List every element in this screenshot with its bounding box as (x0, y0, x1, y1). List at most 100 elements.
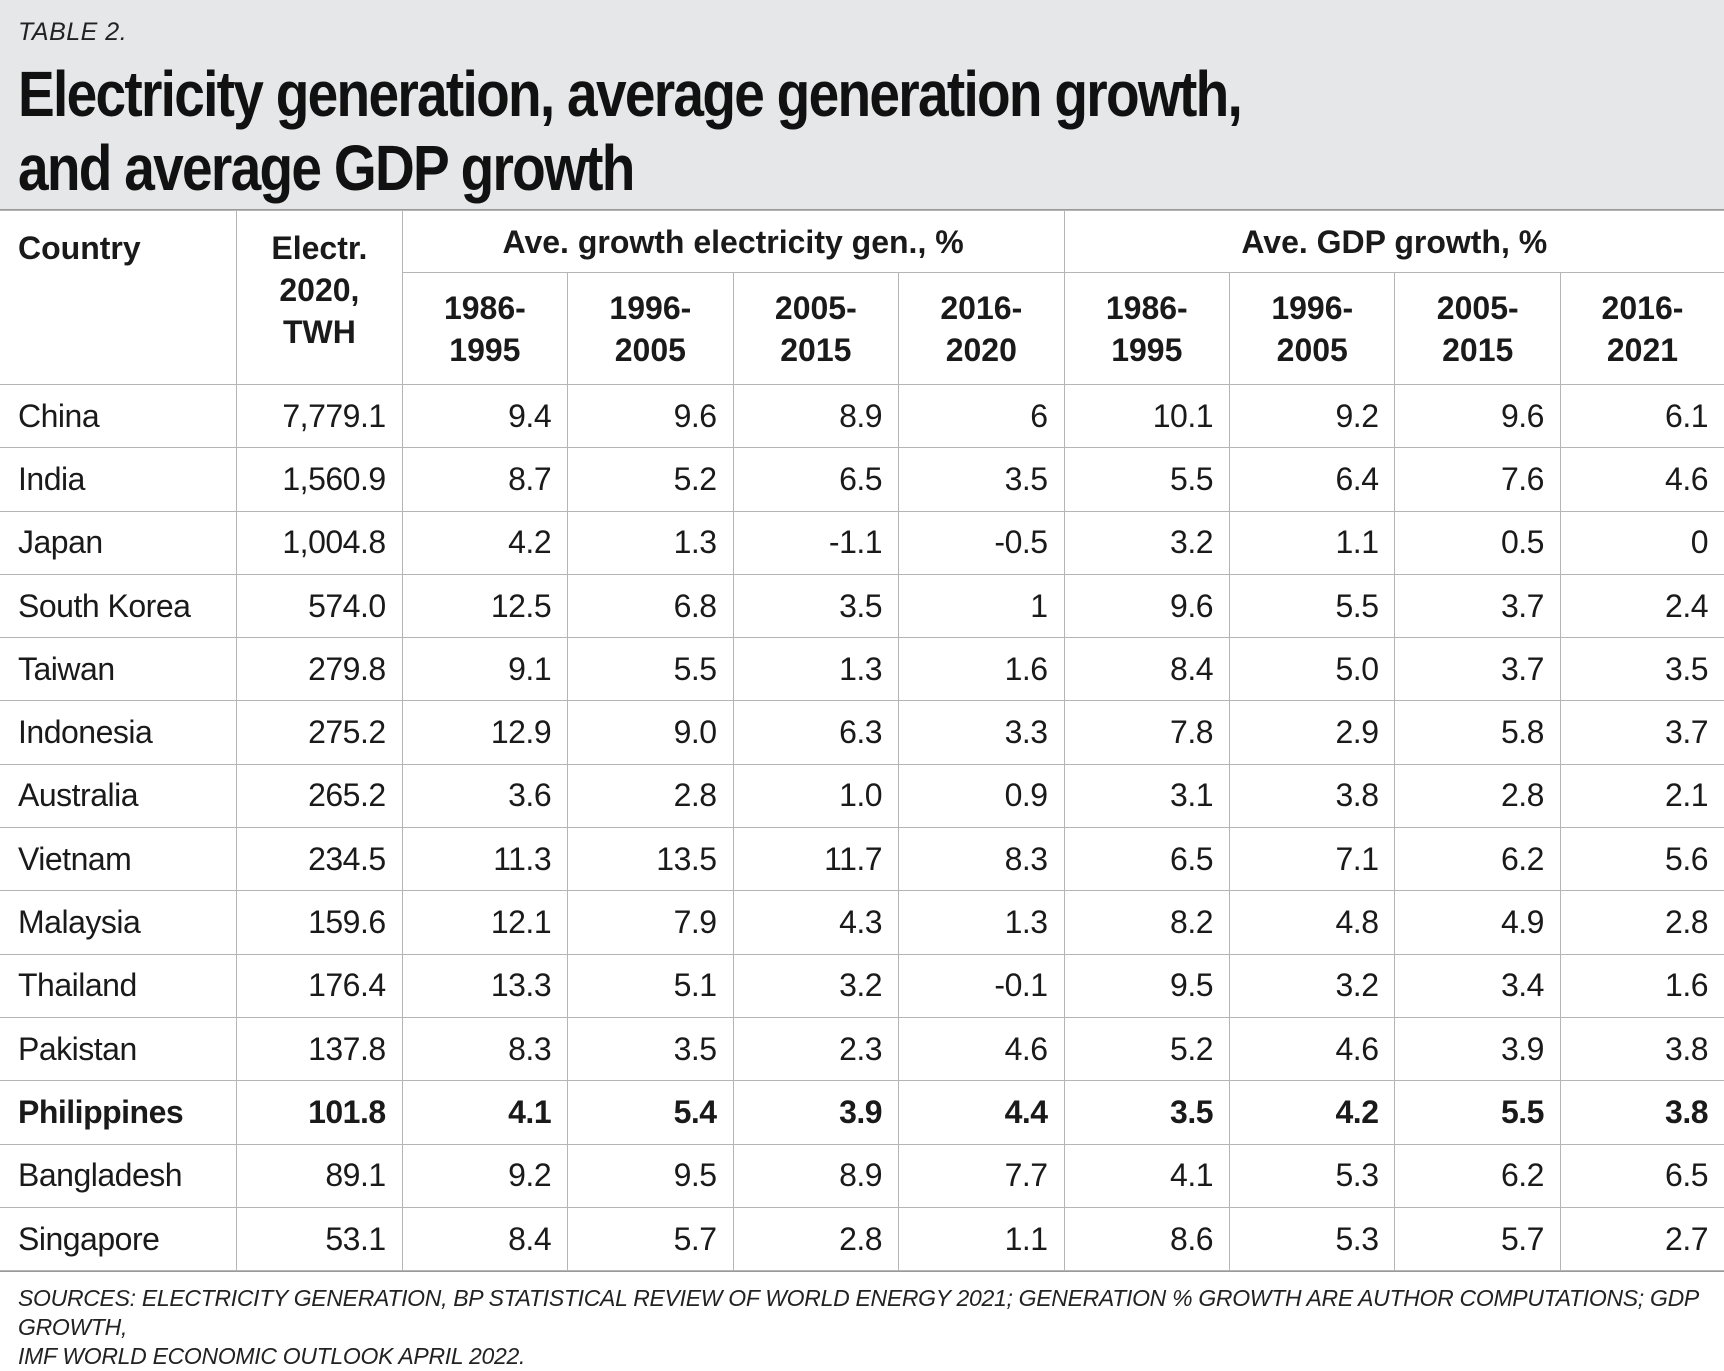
elec-growth-cell: 4.2 (401, 510, 569, 575)
elec-growth-cell: 2.3 (732, 1016, 900, 1082)
country-cell: Bangladesh (0, 1143, 238, 1208)
gdp-growth-cell: 4.6 (1559, 447, 1724, 512)
period-end: 2005 (1276, 331, 1348, 368)
gdp-growth-cell: 3.4 (1394, 953, 1561, 1018)
group-header-gdp-growth: Ave. GDP growth, % (1063, 210, 1724, 273)
elec-growth-cell: 1.3 (898, 890, 1065, 955)
column-header-gdp-period: 2016- 2021 (1559, 272, 1724, 385)
elec-growth-cell: 9.2 (401, 1143, 569, 1208)
electr-cell: 279.8 (236, 637, 403, 702)
column-header-electr-line-2: 2020, (279, 272, 360, 308)
period-end: 1995 (449, 331, 521, 368)
gdp-growth-cell: 2.7 (1559, 1206, 1724, 1272)
period-end: 2015 (780, 331, 852, 368)
table-row: Thailand 176.4 13.3 5.1 3.2 -0.1 9.5 3.2 3.4 1.6 (0, 953, 1724, 1018)
group-header-electricity-growth: Ave. growth electricity gen., % (401, 210, 1065, 273)
table-body: China 7,779.1 9.4 9.6 8.9 6 10.1 9.2 9.6 6.1 India… (0, 383, 1724, 1272)
elec-growth-cell: 12.5 (401, 573, 569, 639)
gdp-growth-cell: 3.7 (1394, 573, 1561, 639)
country-cell: Pakistan (0, 1016, 238, 1082)
period-start: 1986- (443, 289, 526, 326)
elec-growth-cell: 9.5 (567, 1143, 734, 1208)
gdp-growth-cell: 6.5 (1063, 827, 1231, 892)
gdp-growth-cell: 5.8 (1394, 700, 1561, 765)
gdp-growth-cell: 2.9 (1229, 700, 1396, 765)
period-start: 1996- (1271, 289, 1354, 326)
elec-growth-cell: 5.5 (567, 637, 734, 702)
elec-growth-cell: 8.9 (732, 383, 900, 449)
gdp-growth-cell: 5.3 (1229, 1143, 1396, 1208)
gdp-growth-cell: 3.1 (1063, 763, 1231, 829)
column-header-electr-line-3: TWH (282, 314, 356, 350)
elec-growth-cell: 9.6 (567, 383, 734, 449)
electr-cell: 7,779.1 (236, 383, 403, 449)
country-cell: India (0, 447, 238, 512)
gdp-growth-cell: 3.7 (1394, 637, 1561, 702)
gdp-growth-cell: 6.4 (1229, 447, 1396, 512)
elec-growth-cell: 13.3 (401, 953, 569, 1018)
elec-growth-cell: 6.8 (567, 573, 734, 639)
gdp-growth-cell: 10.1 (1063, 383, 1231, 449)
elec-growth-cell: -0.1 (898, 953, 1065, 1018)
electr-cell: 275.2 (236, 700, 403, 765)
gdp-growth-cell: 9.6 (1063, 573, 1231, 639)
column-header-elec-period: 1996- 2005 (567, 272, 734, 385)
electr-cell: 159.6 (236, 890, 403, 955)
gdp-growth-cell: 6.2 (1394, 1143, 1561, 1208)
table-row: Japan 1,004.8 4.2 1.3 -1.1 -0.5 3.2 1.1 0.5 0 (0, 510, 1724, 575)
elec-growth-cell: 1.3 (732, 637, 900, 702)
gdp-growth-cell: 5.5 (1063, 447, 1231, 512)
column-header-gdp-period: 1986- 1995 (1063, 272, 1231, 385)
gdp-growth-cell: 7.1 (1229, 827, 1396, 892)
elec-growth-cell: 1.1 (898, 1206, 1065, 1272)
elec-growth-cell: 11.3 (401, 827, 569, 892)
period-end: 1995 (1111, 331, 1183, 368)
country-cell: China (0, 383, 238, 449)
table-row: Vietnam 234.5 11.3 13.5 11.7 8.3 6.5 7.1 6.2 5.6 (0, 827, 1724, 892)
table-row: Taiwan 279.8 9.1 5.5 1.3 1.6 8.4 5.0 3.7 3.5 (0, 637, 1724, 702)
gdp-growth-cell: 0.5 (1394, 510, 1561, 575)
column-header-elec-period: 2005- 2015 (732, 272, 900, 385)
electr-cell: 1,560.9 (236, 447, 403, 512)
table-row: Philippines 101.8 4.1 5.4 3.9 4.4 3.5 4.2 5.5 3.8 (0, 1080, 1724, 1145)
period-start: 1986- (1105, 289, 1188, 326)
table-row: Bangladesh 89.1 9.2 9.5 8.9 7.7 4.1 5.3 6.2 6.5 (0, 1143, 1724, 1208)
table-row: China 7,779.1 9.4 9.6 8.9 6 10.1 9.2 9.6 6.1 (0, 383, 1724, 449)
elec-growth-cell: 4.1 (401, 1080, 569, 1145)
title-block: TABLE 2. Electricity generation, average… (0, 0, 1724, 210)
elec-growth-cell: 8.7 (401, 447, 569, 512)
gdp-growth-cell: 3.7 (1559, 700, 1724, 765)
elec-growth-cell: 3.3 (898, 700, 1065, 765)
gdp-growth-cell: 4.1 (1063, 1143, 1231, 1208)
elec-growth-cell: 5.4 (567, 1080, 734, 1145)
gdp-growth-cell: 3.5 (1559, 637, 1724, 702)
gdp-growth-cell: 5.6 (1559, 827, 1724, 892)
header-row-periods: 1986- 1995 1996- 2005 2005- 2015 2016- 2020 1986… (0, 272, 1724, 385)
country-cell: Japan (0, 510, 238, 575)
elec-growth-cell: 5.2 (567, 447, 734, 512)
electr-cell: 137.8 (236, 1016, 403, 1082)
gdp-growth-cell: 4.6 (1229, 1016, 1396, 1082)
gdp-growth-cell: 7.8 (1063, 700, 1231, 765)
elec-growth-cell: 12.1 (401, 890, 569, 955)
gdp-growth-cell: 6.2 (1394, 827, 1561, 892)
gdp-growth-cell: 5.3 (1229, 1206, 1396, 1272)
gdp-growth-cell: 3.8 (1559, 1080, 1724, 1145)
elec-growth-cell: 9.1 (401, 637, 569, 702)
gdp-growth-cell: 9.6 (1394, 383, 1561, 449)
column-header-gdp-period: 1996- 2005 (1229, 272, 1396, 385)
table-title: Electricity generation, average generati… (18, 57, 1394, 205)
gdp-growth-cell: 5.2 (1063, 1016, 1231, 1082)
elec-growth-cell: 4.6 (898, 1016, 1065, 1082)
column-header-gdp-period: 2005- 2015 (1394, 272, 1561, 385)
table-row: Malaysia 159.6 12.1 7.9 4.3 1.3 8.2 4.8 4.9 2.8 (0, 890, 1724, 955)
gdp-growth-cell: 8.6 (1063, 1206, 1231, 1272)
elec-growth-cell: 3.2 (732, 953, 900, 1018)
table-title-line-2: and average GDP growth (18, 132, 635, 204)
period-end: 2015 (1442, 331, 1514, 368)
elec-growth-cell: 3.5 (732, 573, 900, 639)
elec-growth-cell: 3.9 (732, 1080, 900, 1145)
table-row: Singapore 53.1 8.4 5.7 2.8 1.1 8.6 5.3 5.7 2.7 (0, 1206, 1724, 1272)
elec-growth-cell: 9.0 (567, 700, 734, 765)
elec-growth-cell: 5.7 (567, 1206, 734, 1272)
